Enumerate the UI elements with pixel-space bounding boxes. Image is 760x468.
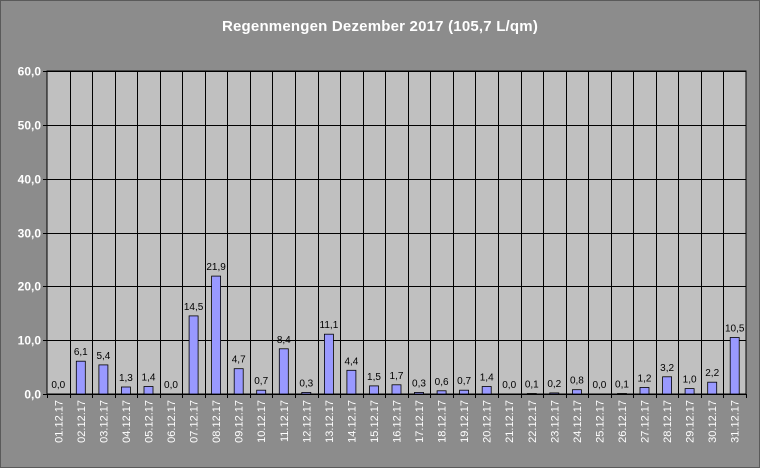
bar bbox=[707, 381, 718, 395]
x-tick-label: 16.12.17 bbox=[392, 400, 404, 443]
bar bbox=[211, 275, 222, 395]
bar bbox=[391, 384, 402, 395]
x-tick-label: 14.12.17 bbox=[346, 400, 358, 443]
x-tick-label: 06.12.17 bbox=[166, 400, 178, 443]
data-label: 0,7 bbox=[254, 376, 268, 387]
x-tick-label: 31.12.17 bbox=[730, 400, 742, 443]
data-label: 0,0 bbox=[164, 380, 178, 391]
bar bbox=[75, 360, 86, 395]
data-label: 10,5 bbox=[725, 324, 745, 335]
data-label: 6,1 bbox=[74, 347, 88, 358]
bar bbox=[526, 393, 537, 395]
data-label: 0,8 bbox=[570, 376, 584, 387]
x-tick-label: 03.12.17 bbox=[98, 400, 110, 443]
data-label: 1,3 bbox=[119, 373, 133, 384]
bar bbox=[301, 391, 312, 395]
data-label: 0,0 bbox=[51, 380, 65, 391]
y-tick-label: 0,0 bbox=[24, 388, 41, 402]
x-tick-label: 25.12.17 bbox=[594, 400, 606, 443]
x-tick-label: 07.12.17 bbox=[189, 400, 201, 443]
x-tick-label: 12.12.17 bbox=[301, 400, 313, 443]
x-tick-label: 13.12.17 bbox=[324, 400, 336, 443]
x-tick-label: 02.12.17 bbox=[76, 400, 88, 443]
data-label: 2,2 bbox=[705, 368, 719, 379]
data-label: 14,5 bbox=[184, 302, 204, 313]
bar bbox=[256, 389, 267, 395]
data-label: 0,3 bbox=[412, 378, 426, 389]
data-label: 0,0 bbox=[502, 380, 516, 391]
data-label: 1,7 bbox=[390, 371, 404, 382]
y-tick-label: 60,0 bbox=[18, 65, 42, 79]
data-label: 4,7 bbox=[232, 355, 246, 366]
y-tick-label: 50,0 bbox=[18, 119, 42, 133]
bar bbox=[121, 386, 131, 395]
x-tick-label: 05.12.17 bbox=[144, 400, 156, 443]
bar bbox=[436, 390, 447, 395]
y-tick-label: 10,0 bbox=[18, 334, 42, 348]
bar bbox=[414, 391, 424, 395]
x-tick-label: 23.12.17 bbox=[549, 400, 561, 443]
x-tick-label: 01.12.17 bbox=[53, 400, 65, 443]
y-tick-label: 30,0 bbox=[18, 227, 42, 241]
bar bbox=[617, 393, 627, 395]
bar bbox=[98, 364, 109, 395]
bar bbox=[233, 368, 244, 395]
data-label: 0,6 bbox=[435, 377, 449, 388]
x-tick-label: 09.12.17 bbox=[234, 400, 246, 443]
bar bbox=[662, 376, 672, 395]
data-label: 0,2 bbox=[547, 379, 561, 390]
x-tick-label: 30.12.17 bbox=[707, 400, 719, 443]
data-label: 0,1 bbox=[525, 380, 539, 391]
data-label: 4,4 bbox=[344, 356, 358, 367]
data-label: 1,2 bbox=[638, 374, 652, 385]
bar bbox=[684, 388, 695, 395]
y-tick-label: 20,0 bbox=[18, 280, 42, 294]
x-tick-label: 19.12.17 bbox=[459, 400, 471, 443]
y-tick-label: 40,0 bbox=[18, 173, 42, 187]
x-tick-label: 10.12.17 bbox=[256, 400, 268, 443]
x-tick-label: 24.12.17 bbox=[572, 400, 584, 443]
chart-title: Regenmengen Dezember 2017 (105,7 L/qm) bbox=[221, 18, 539, 35]
x-tick-label: 08.12.17 bbox=[211, 400, 223, 443]
x-tick-label: 28.12.17 bbox=[662, 400, 674, 443]
data-label: 0,3 bbox=[299, 378, 313, 389]
data-label: 0,1 bbox=[615, 380, 629, 391]
x-tick-label: 04.12.17 bbox=[121, 400, 133, 443]
x-tick-label: 11.12.17 bbox=[279, 400, 291, 442]
data-label: 1,4 bbox=[142, 373, 156, 384]
data-label: 1,4 bbox=[480, 373, 494, 384]
plot-area bbox=[46, 70, 747, 395]
x-tick-label: 27.12.17 bbox=[640, 400, 652, 443]
data-label: 3,2 bbox=[660, 363, 674, 374]
x-tick-label: 20.12.17 bbox=[482, 400, 494, 443]
bar bbox=[572, 389, 582, 395]
data-label: 1,5 bbox=[367, 372, 381, 383]
bar bbox=[481, 386, 492, 395]
bar bbox=[729, 337, 740, 395]
data-label: 0,7 bbox=[457, 376, 471, 387]
data-label: 21,9 bbox=[206, 262, 226, 273]
bar bbox=[278, 348, 289, 395]
x-tick-label: 17.12.17 bbox=[414, 400, 426, 443]
x-tick-label: 29.12.17 bbox=[685, 400, 697, 443]
data-label: 5,4 bbox=[96, 351, 110, 362]
data-label: 1,0 bbox=[683, 375, 697, 386]
bar bbox=[639, 387, 650, 395]
bar bbox=[188, 315, 199, 395]
bar bbox=[346, 369, 357, 395]
data-label: 8,4 bbox=[277, 335, 291, 346]
x-tick-label: 21.12.17 bbox=[504, 400, 516, 443]
x-tick-label: 15.12.17 bbox=[369, 400, 381, 443]
bar bbox=[323, 333, 334, 395]
bar bbox=[143, 386, 154, 395]
data-label: 11,1 bbox=[320, 320, 339, 331]
x-tick-label: 18.12.17 bbox=[437, 400, 449, 443]
x-tick-label: 26.12.17 bbox=[617, 400, 629, 443]
bar bbox=[369, 385, 379, 395]
data-label: 0,0 bbox=[592, 380, 606, 391]
bar bbox=[549, 392, 560, 395]
x-tick-label: 22.12.17 bbox=[527, 400, 539, 443]
bar bbox=[459, 389, 470, 395]
